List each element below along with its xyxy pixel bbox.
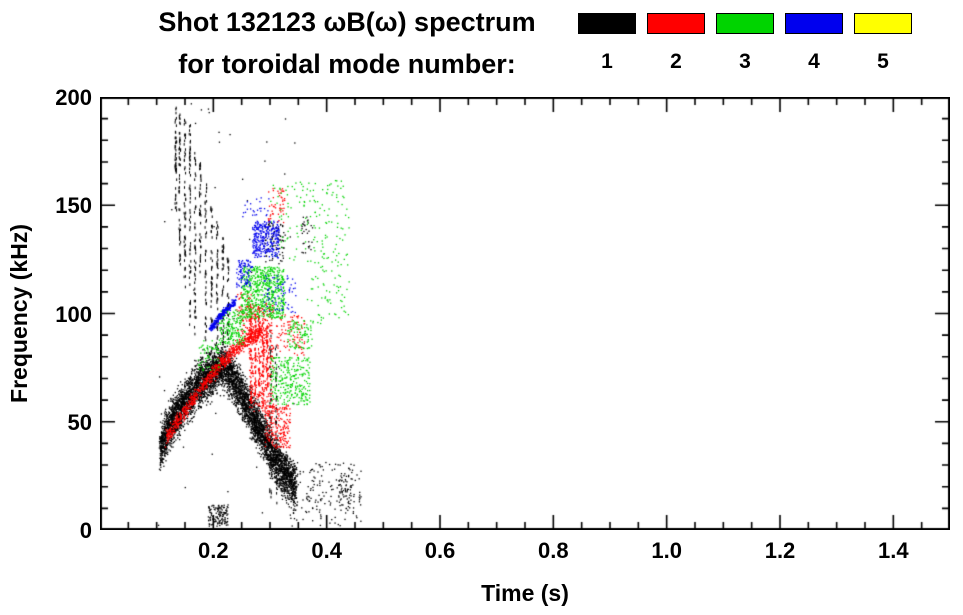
y-tick-label-100: 100	[55, 301, 92, 327]
y-axis-title-text: Frequency (kHz)	[5, 224, 32, 403]
x-tick-label-1.4: 1.4	[878, 538, 909, 563]
y-tick-label-0: 0	[79, 518, 92, 543]
legend-label-3: 3	[739, 50, 751, 73]
legend-swatch-1	[578, 13, 636, 34]
x-axis-title: Time (s)	[481, 580, 569, 606]
mode-number-legend: 1 2 3 4 5	[578, 13, 923, 74]
legend-color-boxes	[578, 13, 923, 34]
x-tick-label-1.2: 1.2	[764, 538, 796, 563]
x-tick-label-1.0: 1.0	[651, 538, 682, 563]
legend-swatch-5	[854, 13, 912, 34]
legend-swatch-2	[647, 13, 705, 34]
chart-title-line2: for toroidal mode number:	[178, 48, 516, 79]
legend-label-5: 5	[877, 50, 889, 73]
x-tick-label-0.6: 0.6	[424, 538, 456, 563]
y-tick-label-200: 200	[55, 85, 92, 110]
chart-title: Shot 132123 ωB(ω) spectrum for toroidal …	[108, 2, 586, 86]
legend-swatch-4	[785, 13, 843, 34]
x-tick-label-0.4: 0.4	[311, 538, 342, 563]
y-tick-label-50: 50	[67, 409, 92, 435]
x-tick-label-0.8: 0.8	[538, 538, 569, 563]
legend-label-4: 4	[808, 50, 820, 73]
spectrogram-canvas	[100, 97, 950, 530]
legend-number-labels: 1 2 3 4 5	[578, 50, 923, 74]
x-tick-label-0.2: 0.2	[198, 538, 229, 563]
chart-title-line1: Shot 132123 ωB(ω) spectrum	[158, 7, 536, 37]
y-tick-label-150: 150	[55, 193, 92, 219]
legend-label-2: 2	[670, 50, 682, 73]
legend-swatch-3	[716, 13, 774, 34]
legend-label-1: 1	[601, 50, 613, 73]
